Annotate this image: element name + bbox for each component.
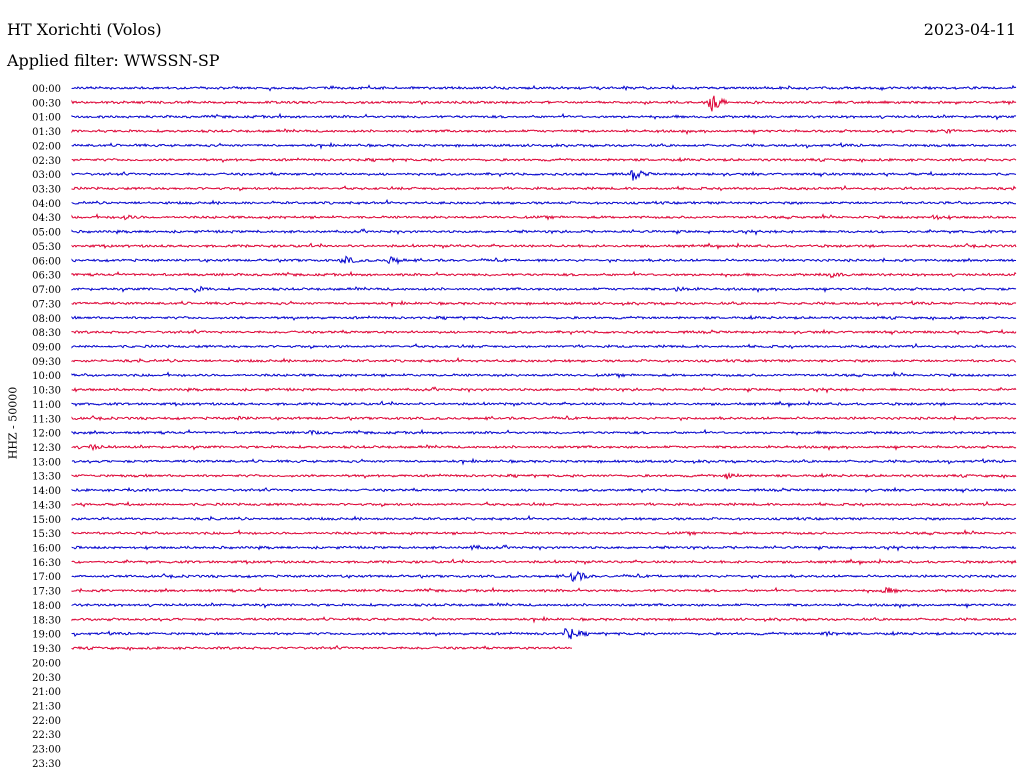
line-time-label: 13:00 bbox=[32, 457, 61, 468]
line-time-label: 02:30 bbox=[32, 156, 61, 167]
line-time-label: 15:00 bbox=[32, 515, 61, 526]
seismic-trace bbox=[71, 486, 1017, 494]
seismic-trace bbox=[71, 544, 1017, 552]
seismic-trace bbox=[71, 328, 1017, 336]
line-time-label: 20:30 bbox=[32, 673, 61, 684]
seismic-trace bbox=[71, 529, 1017, 537]
line-time-label: 13:30 bbox=[32, 472, 61, 483]
seismic-trace bbox=[71, 558, 1017, 566]
seismic-trace bbox=[71, 228, 1017, 236]
line-time-label: 08:00 bbox=[32, 314, 61, 325]
line-time-label: 01:30 bbox=[32, 127, 61, 138]
line-time-label: 07:00 bbox=[32, 285, 61, 296]
line-time-label: 17:30 bbox=[32, 587, 61, 598]
seismic-trace bbox=[71, 356, 1017, 364]
seismic-trace bbox=[71, 112, 1017, 121]
seismic-trace bbox=[71, 400, 1017, 408]
seismic-trace bbox=[71, 370, 1017, 379]
line-time-label: 19:30 bbox=[32, 644, 61, 655]
line-time-label: 00:30 bbox=[32, 98, 61, 109]
line-time-label: 16:30 bbox=[32, 558, 61, 569]
filter-label: Applied filter: WWSSN-SP bbox=[7, 51, 220, 70]
seismic-trace bbox=[71, 500, 1017, 508]
line-time-label: 06:00 bbox=[32, 256, 61, 267]
line-time-label: 22:30 bbox=[32, 730, 61, 741]
line-time-label: 19:00 bbox=[32, 630, 61, 641]
line-time-label: 15:30 bbox=[32, 529, 61, 540]
station-title: HT Xorichti (Volos) bbox=[7, 20, 162, 39]
seismic-trace bbox=[71, 342, 1017, 350]
line-time-label: 23:00 bbox=[32, 745, 61, 756]
line-time-label: 06:30 bbox=[32, 271, 61, 282]
line-time-label: 12:30 bbox=[32, 443, 61, 454]
line-time-label: 12:00 bbox=[32, 429, 61, 440]
record-date: 2023-04-11 bbox=[923, 20, 1016, 39]
line-time-label: 09:00 bbox=[32, 342, 61, 353]
seismic-trace bbox=[71, 570, 1017, 583]
line-time-label: 21:30 bbox=[32, 701, 61, 712]
line-time-label: 10:30 bbox=[32, 386, 61, 397]
seismic-trace bbox=[71, 128, 1017, 136]
seismic-trace bbox=[71, 615, 1017, 624]
line-time-label: 00:00 bbox=[32, 84, 61, 95]
line-time-label: 03:30 bbox=[32, 185, 61, 196]
line-time-label: 11:00 bbox=[32, 400, 61, 411]
seismic-trace bbox=[71, 156, 1017, 164]
line-time-label: 04:30 bbox=[32, 213, 61, 224]
line-time-label: 05:30 bbox=[32, 242, 61, 253]
line-time-label: 03:00 bbox=[32, 170, 61, 181]
line-time-label: 10:00 bbox=[32, 371, 61, 382]
line-time-label: 17:00 bbox=[32, 572, 61, 583]
seismic-trace bbox=[71, 428, 1017, 436]
line-time-label: 08:30 bbox=[32, 328, 61, 339]
seismic-trace bbox=[71, 184, 1017, 192]
line-time-label: 02:00 bbox=[32, 141, 61, 152]
seismic-trace bbox=[71, 84, 1017, 92]
line-time-label: 09:30 bbox=[32, 357, 61, 368]
line-time-label: 01:00 bbox=[32, 113, 61, 124]
seismic-trace bbox=[71, 644, 573, 652]
line-time-label: 23:30 bbox=[32, 759, 61, 770]
seismic-trace bbox=[71, 95, 1017, 112]
seismic-trace bbox=[71, 514, 1017, 522]
line-time-label: 22:00 bbox=[32, 716, 61, 727]
seismic-trace bbox=[71, 386, 1017, 394]
seismic-trace bbox=[71, 586, 1017, 594]
line-time-label: 18:30 bbox=[32, 615, 61, 626]
line-time-label: 16:00 bbox=[32, 544, 61, 555]
line-time-label: 05:00 bbox=[32, 228, 61, 239]
seismic-trace bbox=[71, 255, 1016, 266]
seismic-trace bbox=[71, 213, 1017, 221]
seismic-trace bbox=[71, 602, 1017, 609]
seismic-trace bbox=[71, 170, 1017, 181]
seismic-trace bbox=[71, 285, 1017, 294]
seismic-trace bbox=[71, 471, 1017, 480]
line-time-label: 07:30 bbox=[32, 299, 61, 310]
line-time-label: 11:30 bbox=[32, 414, 61, 425]
line-time-label: 14:00 bbox=[32, 486, 61, 497]
seismic-trace bbox=[71, 198, 1016, 206]
line-time-label: 14:30 bbox=[32, 500, 61, 511]
seismic-trace bbox=[71, 242, 1017, 250]
seismic-trace bbox=[71, 314, 1017, 321]
seismic-trace bbox=[71, 270, 1017, 279]
line-time-label: 20:00 bbox=[32, 658, 61, 669]
seismic-trace bbox=[71, 415, 1017, 422]
seismic-trace bbox=[71, 299, 1017, 308]
seismic-trace bbox=[71, 628, 1017, 640]
seismic-trace bbox=[71, 443, 1017, 452]
line-time-label: 04:00 bbox=[32, 199, 61, 210]
line-time-label: 21:00 bbox=[32, 687, 61, 698]
seismic-trace bbox=[71, 141, 1017, 150]
line-time-label: 18:00 bbox=[32, 601, 61, 612]
seismic-trace bbox=[71, 457, 1017, 466]
